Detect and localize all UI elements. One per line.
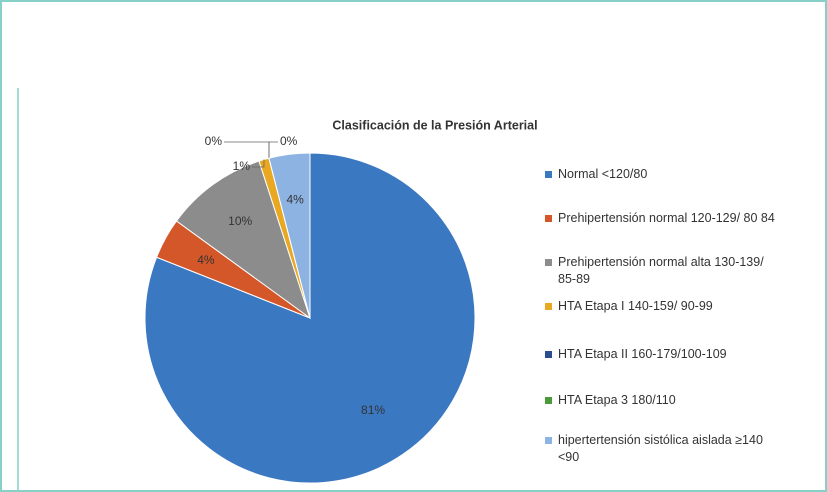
data-label: 0%	[280, 134, 298, 148]
legend-label: HTA Etapa 3 180/110	[558, 393, 676, 407]
legend-label: Prehipertensión normal alta 130-139/ 85-…	[558, 255, 764, 286]
legend-item: Normal <120/80	[545, 166, 775, 183]
legend-item: hipertertensión sistólica aislada ≥140 <…	[545, 432, 775, 466]
leader-line	[268, 141, 278, 159]
legend-swatch	[545, 259, 552, 266]
legend-swatch	[545, 171, 552, 178]
legend-item: HTA Etapa 3 180/110	[545, 392, 775, 409]
legend-item: Prehipertensión normal 120-129/ 80 84	[545, 210, 775, 227]
legend-item: Prehipertensión normal alta 130-139/ 85-…	[545, 254, 775, 288]
data-label: 0%	[205, 134, 223, 148]
legend-swatch	[545, 437, 552, 444]
legend-label: hipertertensión sistólica aislada ≥140 <…	[558, 433, 763, 464]
pie-slice	[144, 152, 476, 484]
data-label: 4%	[197, 253, 215, 267]
chart-title: Clasificación de la Presión Arterial	[332, 118, 537, 132]
data-label: 4%	[286, 192, 304, 206]
legend-swatch	[545, 215, 552, 222]
legend-label: Prehipertensión normal 120-129/ 80 84	[558, 211, 775, 225]
legend-swatch	[545, 303, 552, 310]
legend-swatch	[545, 351, 552, 358]
legend-label: HTA Etapa I 140-159/ 90-99	[558, 299, 713, 313]
pie-slice	[175, 160, 311, 320]
legend-swatch	[545, 397, 552, 404]
legend-item: HTA Etapa I 140-159/ 90-99	[545, 298, 775, 315]
leader-line	[224, 141, 270, 159]
data-label: 1%	[233, 159, 251, 173]
legend-item: HTA Etapa II 160-179/100-109	[545, 346, 775, 363]
data-label: 81%	[361, 403, 385, 417]
pie-slice	[268, 152, 311, 319]
data-label: 10%	[228, 214, 252, 228]
legend-label: HTA Etapa II 160-179/100-109	[558, 347, 727, 361]
leader-line	[252, 159, 265, 168]
legend-label: Normal <120/80	[558, 167, 648, 181]
